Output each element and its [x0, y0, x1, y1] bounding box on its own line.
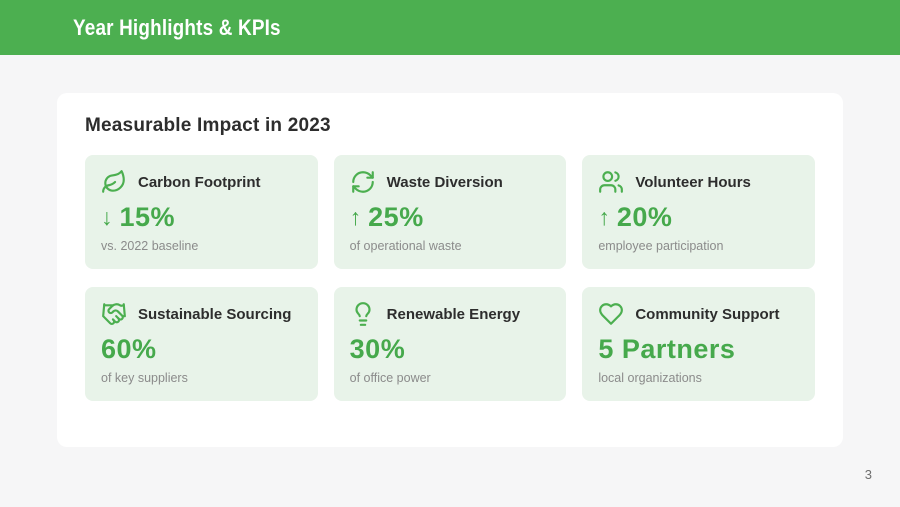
kpi-tile-community-support: Community Support 5 Partners local organ…	[582, 287, 815, 401]
kpi-number: 15%	[119, 202, 176, 232]
trend-up-icon: ↑	[598, 204, 610, 230]
card-title: Measurable Impact in 2023	[85, 115, 331, 136]
kpi-label: Renewable Energy	[386, 306, 521, 323]
kpi-label: Volunteer Hours	[635, 174, 751, 191]
kpi-number: 60%	[101, 334, 157, 364]
kpi-caption: local organizations	[598, 371, 702, 385]
recycle-icon	[350, 169, 376, 195]
page-number: 3	[864, 467, 872, 482]
kpi-value: 60%	[101, 334, 157, 364]
kpi-label: Sustainable Sourcing	[138, 306, 292, 323]
kpi-caption: of office power	[349, 371, 431, 385]
kpi-label: Community Support	[635, 306, 780, 323]
slide-header-title: Year Highlights & KPIs	[73, 14, 281, 40]
trend-down-icon: ↓	[101, 204, 113, 230]
kpi-tile-renewable-energy: Renewable Energy 30% of office power	[333, 287, 567, 401]
kpi-caption: vs. 2022 baseline	[101, 239, 199, 253]
kpi-grid: Carbon Footprint ↓ 15% vs. 2022 baseline…	[85, 155, 815, 401]
kpi-caption: of key suppliers	[101, 371, 188, 385]
kpi-label: Waste Diversion	[386, 174, 503, 191]
kpi-number: 30%	[349, 334, 406, 364]
kpi-value: ↑ 25%	[350, 202, 424, 232]
kpi-tile-volunteer-hours: Volunteer Hours ↑ 20% employee participa…	[582, 155, 815, 269]
kpi-number: 5 Partners	[598, 334, 736, 364]
handshake-icon	[101, 301, 127, 327]
leaf-icon	[101, 169, 127, 195]
trend-up-icon: ↑	[349, 204, 362, 230]
slide-header-bar: Year Highlights & KPIs	[0, 0, 900, 55]
lightbulb-icon	[350, 301, 376, 327]
kpi-tile-sustainable-sourcing: Sustainable Sourcing 60% of key supplier…	[85, 287, 318, 401]
kpi-number: 20%	[616, 202, 673, 232]
heart-icon	[598, 301, 624, 327]
kpi-tile-carbon-footprint: Carbon Footprint ↓ 15% vs. 2022 baseline	[85, 155, 318, 269]
kpi-caption: of operational waste	[349, 239, 462, 253]
kpi-label: Carbon Footprint	[138, 174, 261, 191]
kpi-value: ↑ 20%	[598, 202, 672, 232]
kpi-value: ↓ 15%	[101, 202, 175, 232]
kpi-number: 25%	[368, 202, 424, 232]
kpi-value: 5 Partners	[598, 334, 735, 364]
kpi-caption: employee participation	[598, 239, 724, 253]
content-card: Measurable Impact in 2023 Carbon Footpri…	[57, 93, 843, 447]
kpi-tile-waste-diversion: Waste Diversion ↑ 25% of operational was…	[333, 155, 567, 269]
users-icon	[598, 169, 624, 195]
kpi-value: 30%	[350, 334, 406, 364]
